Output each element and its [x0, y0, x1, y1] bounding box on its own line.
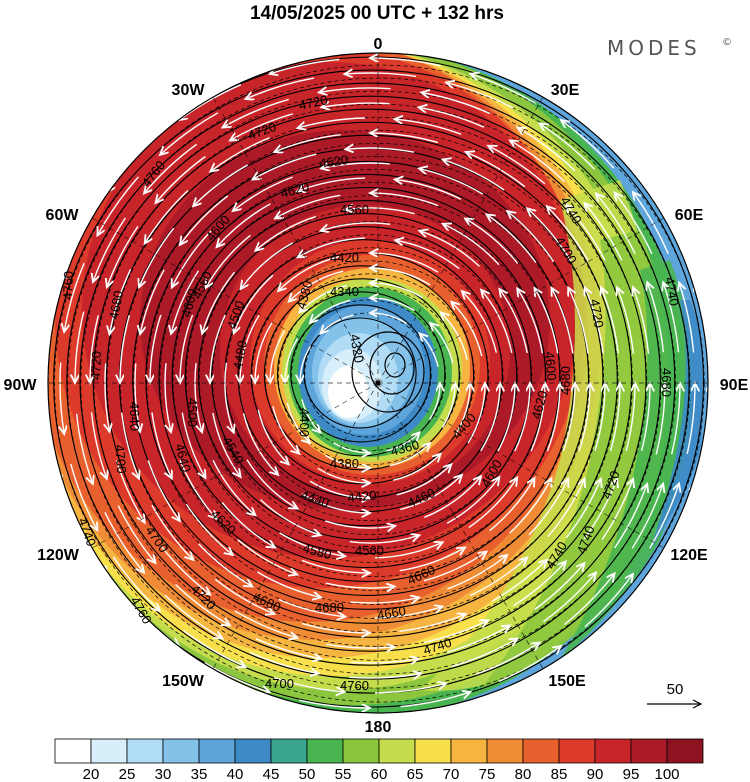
contour-label: 4400 [297, 408, 312, 437]
colorbar-swatch [126, 738, 164, 764]
colorbar-tick-label: 30 [155, 766, 172, 782]
contour-label: 4600 [178, 287, 200, 319]
contour-label: 4360 [389, 437, 421, 459]
contour-label: 4640 [172, 442, 194, 474]
contour-label: 4560 [355, 543, 384, 558]
contour-label: 4340 [330, 284, 359, 299]
contour-label: 4420 [330, 250, 359, 265]
lon-label-90w: 90W [4, 377, 38, 394]
contour-label: 4720 [88, 351, 104, 380]
map-frame [47, 52, 709, 714]
contour-label: 4640 [127, 402, 142, 431]
contour-label: 4680 [106, 289, 126, 320]
colorbar-swatch [450, 738, 488, 764]
colorbar-tick-label: 50 [299, 766, 316, 782]
lon-label-150e: 150E [548, 673, 586, 690]
contour-label: 4660 [376, 603, 407, 623]
colorbar: 20 25 30 35 40 45 50 55 60 65 70 75 80 85 90 95 100 [54, 738, 704, 782]
contour-label: 4580 [301, 540, 333, 562]
colorbar-swatch [630, 738, 668, 764]
colorbar-tick-label: 25 [119, 766, 136, 782]
lon-label-60e: 60E [675, 207, 704, 224]
colorbar-swatch [306, 738, 344, 764]
colorbar-swatch [486, 738, 524, 764]
contour-label: 4320 [347, 333, 367, 364]
contour-label: 4700 [265, 676, 294, 691]
colorbar-tick-label: 90 [587, 766, 604, 782]
wind-streamlines [48, 53, 708, 713]
north-pole-marker [375, 380, 381, 386]
lon-label-0: 0 [374, 36, 383, 53]
colorbar-tick-label: 75 [479, 766, 496, 782]
contour-label: 4720 [587, 298, 607, 329]
colorbar-swatch [54, 738, 92, 764]
contour-label: 4760 [60, 271, 76, 300]
wind-reference-value: 50 [667, 681, 684, 698]
colorbar-swatch [162, 738, 200, 764]
colorbar-tick-label: 35 [191, 766, 208, 782]
colorbar-swatch [234, 738, 272, 764]
colorbar-swatch [522, 738, 560, 764]
contour-label: 4720 [298, 92, 329, 113]
lon-label-180: 180 [365, 719, 392, 736]
contour-label: 4600 [542, 351, 559, 381]
lon-label-120e: 120E [670, 547, 708, 564]
colorbar-swatch [90, 738, 128, 764]
colorbar-swatch [558, 738, 596, 764]
lon-label-60w: 60W [46, 207, 80, 224]
colorbar-tick-label: 100 [654, 766, 679, 782]
lon-label-30e: 30E [551, 82, 580, 99]
lon-label-120w: 120W [37, 547, 80, 564]
colorbar-tick-label: 60 [371, 766, 388, 782]
contour-label: 4500 [185, 398, 200, 427]
lon-label-90e: 90E [720, 377, 749, 394]
colorbar-tick-label: 85 [551, 766, 568, 782]
colorbar-swatch [594, 738, 632, 764]
colorbar-tick-label: 40 [227, 766, 244, 782]
contour-label: 4680 [558, 366, 573, 395]
colorbar-tick-label: 70 [443, 766, 460, 782]
contour-label: 4420 [347, 488, 377, 505]
colorbar-swatch [198, 738, 236, 764]
colorbar-tick-label: 45 [263, 766, 280, 782]
colorbar-tick-label: 95 [623, 766, 640, 782]
colorbar-tick-label: 80 [515, 766, 532, 782]
contour-label: 4740 [662, 276, 682, 307]
contour-label: 4620 [528, 389, 550, 421]
colorbar-tick-label: 20 [83, 766, 100, 782]
graticule [48, 53, 708, 713]
contour-label: 4380 [293, 279, 315, 311]
contour-label: 4380 [330, 456, 359, 471]
brand-copyright-mark: © [722, 37, 732, 48]
map-title: 14/05/2025 00 UTC + 132 hrs [250, 3, 504, 24]
lon-label-30w: 30W [172, 82, 206, 99]
contour-label: 4620 [279, 179, 311, 201]
colorbar-swatch [270, 738, 308, 764]
colorbar-tick-label: 65 [407, 766, 424, 782]
colorbar-swatch [342, 738, 380, 764]
colorbar-swatch [378, 738, 416, 764]
contour-label: 4700 [112, 444, 129, 474]
contour-label: 4680 [315, 600, 344, 615]
lon-label-150w: 150W [162, 673, 205, 690]
contour-label: 4680 [659, 368, 674, 397]
contour-label: 4480 [230, 339, 250, 370]
wind-reference-arrowhead [692, 699, 703, 709]
colorbar-swatch [666, 738, 704, 764]
contour-label: 4560 [340, 202, 369, 217]
contour-label: 4620 [318, 152, 349, 171]
colorbar-tick-label: 55 [335, 766, 352, 782]
colorbar-swatch [414, 738, 452, 764]
contour-label: 4760 [340, 678, 369, 693]
brand-logo: MODES [607, 36, 701, 60]
